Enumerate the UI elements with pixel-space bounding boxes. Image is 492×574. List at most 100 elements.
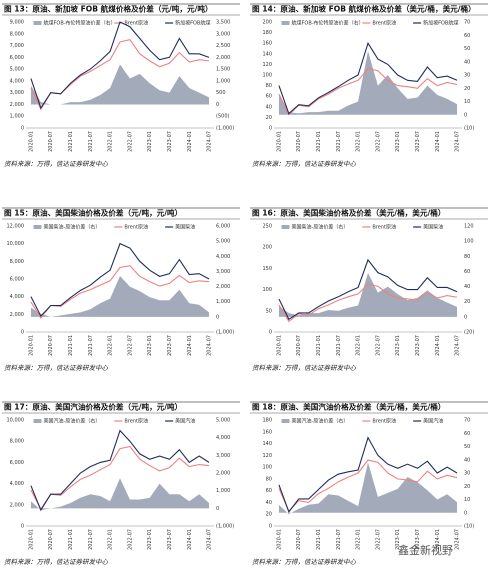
y-tick-label: 0: [21, 330, 24, 336]
x-tick-label: 2020-07: [296, 131, 302, 152]
y2-tick-label: (20): [464, 330, 474, 336]
spread-area: [30, 275, 210, 317]
x-tick-label: 2023-07: [415, 335, 421, 356]
y-tick-label: 10,000: [7, 241, 25, 247]
y2-tick-label: 3,000: [216, 269, 230, 275]
y-tick-label: 140: [262, 441, 272, 447]
y-tick-label: 6,000: [10, 460, 24, 466]
x-tick-label: 2024-07: [455, 529, 461, 550]
x-tick-label: 2021-07: [88, 335, 94, 356]
price-line: [30, 242, 210, 318]
y2-tick-label: 0: [464, 314, 467, 320]
spread-area: [278, 51, 458, 115]
y2-tick-label: 30: [464, 73, 470, 79]
x-tick-label: 2024-07: [455, 131, 461, 152]
y2-tick-label: 4,000: [216, 435, 230, 441]
x-tick-label: 2022-01: [356, 131, 362, 152]
legend-label: 美国柴油: [423, 224, 443, 231]
chart-title: 图 15：原油、美国柴油价格及价差（元/吨，元/吨）: [4, 208, 182, 218]
price-line: [278, 283, 458, 323]
y2-tick-label: (1,000): [216, 330, 234, 336]
x-tick-label: 2020-01: [28, 131, 34, 152]
source-note: 资料来源：万得，信达证券研发中心: [252, 364, 357, 372]
y-tick-label: 4,000: [10, 481, 24, 487]
y-tick-label: 9,000: [10, 20, 24, 26]
x-tick-label: 2023-07: [167, 529, 173, 550]
legend-label: 美国柴油-原油价差（右）: [44, 224, 101, 231]
price-line: [278, 258, 458, 321]
y-tick-label: 12,000: [7, 224, 25, 230]
y2-tick-label: 3,000: [216, 453, 230, 459]
y2-tick-label: 0: [464, 510, 467, 516]
source-note: 资料来源：万得，信达证券研发中心: [4, 364, 109, 372]
y2-tick-label: 0: [216, 506, 219, 512]
legend-label: Brent原油: [372, 224, 396, 231]
x-tick-label: 2024-01: [187, 529, 193, 550]
y-tick-label: 6,000: [10, 55, 24, 61]
x-tick-label: 2022-01: [356, 335, 362, 356]
source-note: 资料来源：万得，信达证券研发中心: [4, 160, 109, 168]
spread-area: [278, 462, 458, 515]
y2-tick-label: (500): [216, 114, 229, 120]
x-tick-label: 2021-01: [316, 131, 322, 152]
y-tick-label: 100: [262, 287, 272, 293]
x-tick-label: 2023-01: [395, 131, 401, 152]
y-tick-label: 60: [266, 94, 272, 100]
y-tick-label: 80: [266, 83, 272, 89]
x-tick-label: 2024-01: [187, 335, 193, 356]
legend-swatch: [281, 419, 290, 423]
x-tick-label: 2024-01: [435, 335, 441, 356]
x-tick-label: 2021-07: [336, 529, 342, 550]
x-tick-label: 2021-01: [316, 335, 322, 356]
price-line: [30, 429, 210, 512]
x-tick-label: 2020-01: [276, 131, 282, 152]
y2-tick-label: 3,000: [216, 31, 230, 37]
y-tick-label: 8,000: [10, 31, 24, 37]
price-line: [278, 436, 458, 513]
legend-label: Brent原油: [124, 224, 148, 231]
x-tick-label: 2021-01: [316, 529, 322, 550]
x-tick-label: 2023-01: [395, 529, 401, 550]
y-tick-label: 6,000: [10, 277, 24, 283]
y-tick-label: 120: [262, 62, 272, 68]
y2-tick-label: 2,000: [216, 284, 230, 290]
price-line: [30, 21, 210, 110]
y2-tick-label: 1,000: [216, 78, 230, 84]
x-tick-label: 2021-01: [68, 529, 74, 550]
y2-tick-label: 20: [464, 86, 470, 92]
y-tick-label: 180: [262, 30, 272, 36]
x-tick-label: 2024-01: [187, 131, 193, 152]
y-tick-label: 40: [266, 104, 272, 110]
legend-label: 美国柴油-原油价差（右）: [292, 224, 349, 231]
y2-tick-label: 40: [464, 59, 470, 65]
y-tick-label: 200: [262, 245, 272, 251]
x-tick-label: 2021-01: [68, 335, 74, 356]
legend-label: 新加坡FOB航煤: [423, 20, 458, 27]
y-tick-label: 50: [266, 308, 272, 314]
y2-tick-label: 0: [216, 314, 219, 320]
chart-title: 图 13：原油、新加坡 FOB 航煤价格及价差（元/吨，元/吨）: [4, 4, 213, 14]
y-tick-label: 100: [262, 73, 272, 79]
price-line: [278, 459, 458, 513]
y-tick-label: 140: [262, 51, 272, 57]
x-tick-label: 2020-07: [48, 131, 54, 152]
price-line: [30, 445, 210, 511]
legend-swatch: [281, 21, 290, 25]
y-tick-label: 20: [266, 512, 272, 518]
y2-tick-label: 70: [464, 418, 470, 424]
x-tick-label: 2023-07: [167, 335, 173, 356]
y2-tick-label: 2,000: [216, 55, 230, 61]
x-tick-label: 2024-07: [207, 335, 213, 356]
y2-tick-label: 1,500: [216, 67, 230, 73]
x-tick-label: 2022-07: [375, 131, 381, 152]
chart-title: 图 17：原油、美国汽油价格及价差（元/吨，元/吨）: [4, 402, 182, 412]
legend-label: 美国汽油-原油价差（右）: [44, 418, 101, 425]
price-line: [30, 265, 210, 319]
watermark: 鑫金新视野: [398, 543, 453, 557]
y2-tick-label: 0: [464, 112, 467, 118]
y2-tick-label: 60: [464, 33, 470, 39]
y-tick-label: 150: [262, 266, 272, 272]
y2-tick-label: 1,000: [216, 488, 230, 494]
price-line: [278, 68, 458, 116]
